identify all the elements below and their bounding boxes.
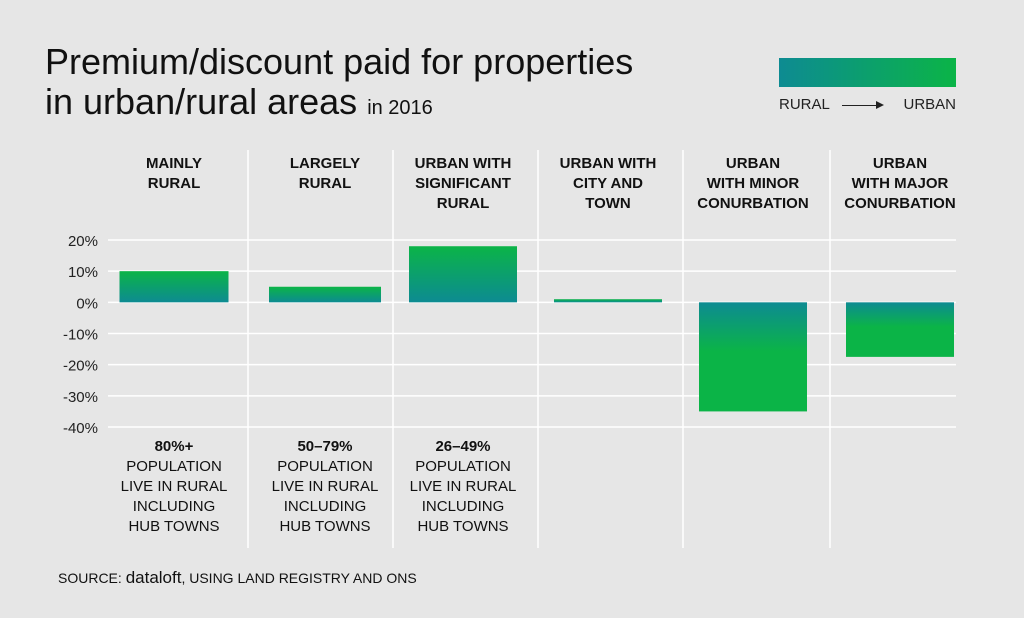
population-note-line: POPULATION bbox=[415, 458, 511, 475]
legend-gradient-bar bbox=[779, 58, 956, 87]
category-label: URBAN WITH SIGNIFICANT RURAL bbox=[398, 154, 528, 214]
bar bbox=[846, 302, 954, 357]
source-prefix: SOURCE: bbox=[58, 570, 122, 586]
population-note-line: HUB TOWNS bbox=[417, 518, 509, 535]
category-label-line: MAINLY bbox=[145, 155, 203, 172]
category-label-line: WITH MAJOR bbox=[851, 175, 949, 192]
y-tick-label: 20% bbox=[68, 233, 98, 250]
bar bbox=[699, 302, 807, 412]
category-label-line: CONURBATION bbox=[844, 195, 956, 212]
title-line-2-text: in urban/rural areas bbox=[45, 81, 358, 122]
category-label: URBAN WITH MAJOR CONURBATION bbox=[835, 154, 965, 214]
title-line-1: Premium/discount paid for properties bbox=[45, 41, 634, 82]
category-label: MAINLY RURAL bbox=[109, 154, 239, 194]
category-label: URBAN WITH CITY AND TOWN bbox=[543, 154, 673, 214]
category-label-line: SIGNIFICANT bbox=[415, 175, 511, 192]
y-tick-label: -10% bbox=[63, 327, 98, 344]
title-line-2: in urban/rural areas in 2016 bbox=[45, 82, 633, 128]
category-label-line: RURAL bbox=[298, 175, 352, 192]
population-note-line: LIVE IN RURAL bbox=[271, 478, 379, 495]
y-tick-label: 0% bbox=[76, 295, 98, 312]
population-note-line: INCLUDING bbox=[421, 498, 505, 515]
category-label-line: CITY AND bbox=[572, 175, 643, 192]
population-note-line: HUB TOWNS bbox=[128, 518, 220, 535]
source-brand: dataloft bbox=[125, 568, 182, 587]
category-label-line: RURAL bbox=[436, 195, 490, 212]
category-label-line: TOWN bbox=[585, 195, 631, 212]
y-tick-label: -30% bbox=[63, 389, 98, 406]
population-note-line: LIVE IN RURAL bbox=[409, 478, 517, 495]
category-label-line: URBAN bbox=[872, 155, 928, 172]
population-note-line: POPULATION bbox=[277, 458, 373, 475]
population-percent: 50–79% bbox=[297, 438, 353, 455]
category-label-line: RURAL bbox=[147, 175, 201, 192]
bar bbox=[269, 286, 381, 303]
category-label: URBAN WITH MINOR CONURBATION bbox=[688, 154, 818, 214]
bar bbox=[119, 271, 229, 303]
bar bbox=[409, 246, 517, 303]
source-note: SOURCE: dataloft, USING LAND REGISTRY AN… bbox=[58, 568, 417, 588]
population-note-line: HUB TOWNS bbox=[279, 518, 371, 535]
y-tick-label: 10% bbox=[68, 264, 98, 281]
population-note-line: INCLUDING bbox=[132, 498, 216, 515]
category-label-line: WITH MINOR bbox=[706, 175, 800, 192]
chart-title: Premium/discount paid for properties in … bbox=[45, 42, 633, 128]
legend-urban-label: URBAN bbox=[903, 96, 956, 113]
legend-rural-label: RURAL bbox=[779, 96, 830, 113]
category-label-line: URBAN WITH bbox=[559, 155, 657, 172]
category-label-line: URBAN bbox=[725, 155, 781, 172]
category-label-line: LARGELY bbox=[289, 155, 361, 172]
population-percent: 26–49% bbox=[435, 438, 491, 455]
population-note: 50–79% POPULATION LIVE IN RURAL INCLUDING HU… bbox=[260, 437, 390, 537]
y-tick-label: -20% bbox=[63, 358, 98, 375]
bar bbox=[554, 299, 662, 303]
population-note: 26–49% POPULATION LIVE IN RURAL INCLUDING HU… bbox=[398, 437, 528, 537]
population-note-line: POPULATION bbox=[126, 458, 222, 475]
title-year: in 2016 bbox=[367, 97, 433, 119]
category-label-line: URBAN WITH bbox=[414, 155, 512, 172]
source-suffix: , USING LAND REGISTRY AND ONS bbox=[181, 570, 417, 586]
population-percent: 80%+ bbox=[154, 438, 194, 455]
population-note-line: LIVE IN RURAL bbox=[120, 478, 228, 495]
y-tick-label: -40% bbox=[63, 420, 98, 437]
category-label: LARGELY RURAL bbox=[260, 154, 390, 194]
category-label-line: CONURBATION bbox=[697, 195, 809, 212]
population-note: 80%+ POPULATION LIVE IN RURAL INCLUDING HUB … bbox=[109, 437, 239, 537]
arrow-right-icon bbox=[842, 101, 884, 109]
population-note-line: INCLUDING bbox=[283, 498, 367, 515]
